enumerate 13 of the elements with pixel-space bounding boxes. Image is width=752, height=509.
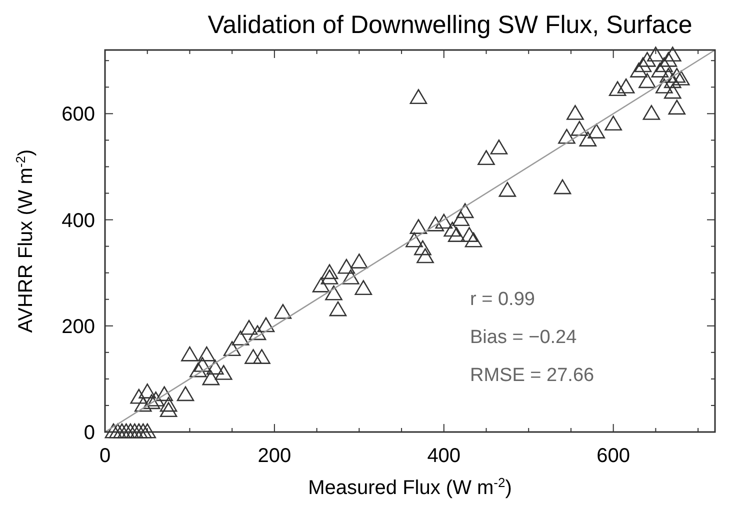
y-tick-label: 400 — [62, 210, 95, 232]
x-tick-label: 600 — [596, 445, 630, 467]
x-axis-title: Measured Flux (W m$^{-2}$) — [308, 474, 512, 499]
annotation: Bias = −0.24 — [470, 327, 578, 348]
x-tick-label: 200 — [258, 445, 292, 467]
x-tick-label: 400 — [427, 445, 461, 467]
x-tick-label: 0 — [99, 445, 111, 467]
y-tick-label: 200 — [62, 316, 95, 338]
annotation: r = 0.99 — [470, 289, 535, 310]
y-tick-label: 600 — [62, 104, 95, 126]
y-tick-label: 0 — [84, 422, 95, 444]
chart-title: Validation of Downwelling SW Flux, Surface — [208, 11, 692, 39]
annotation: RMSE = 27.66 — [470, 365, 594, 386]
